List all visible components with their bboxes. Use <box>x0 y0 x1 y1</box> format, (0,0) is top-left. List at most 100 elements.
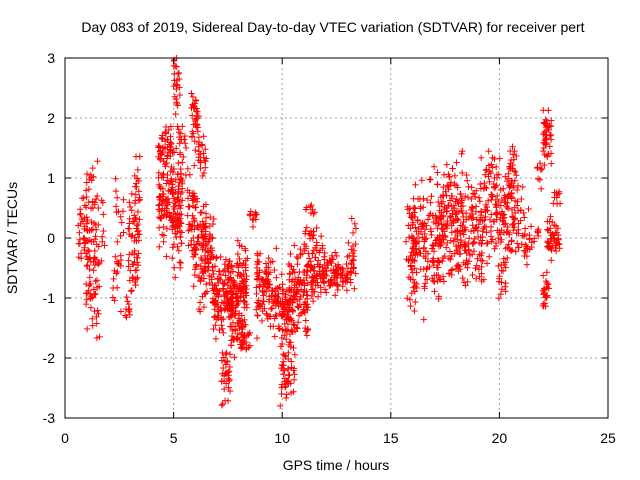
data-point <box>343 270 351 277</box>
data-point <box>270 300 278 307</box>
data-point <box>228 312 235 320</box>
data-point <box>160 170 167 178</box>
data-point <box>287 339 294 346</box>
tick-labels: 0 5 10 15 20 25 -3 -2 -1 0 1 2 3 <box>43 50 616 446</box>
data-point <box>459 202 467 210</box>
data-point <box>440 213 447 221</box>
data-point <box>445 254 453 262</box>
data-point <box>476 251 483 258</box>
data-point <box>94 307 101 314</box>
data-point <box>459 274 466 282</box>
data-point <box>453 210 460 218</box>
data-point <box>156 155 164 162</box>
data-point <box>294 303 301 310</box>
data-point <box>210 325 217 333</box>
data-point <box>228 263 235 270</box>
data-point <box>112 187 120 195</box>
data-point <box>541 151 548 159</box>
data-point <box>218 402 226 409</box>
data-point <box>163 225 171 233</box>
data-point <box>294 260 301 268</box>
data-point <box>424 216 432 223</box>
data-point <box>477 252 485 259</box>
data-point <box>323 289 330 296</box>
data-point <box>513 172 520 179</box>
data-point <box>98 257 105 265</box>
data-point <box>236 282 243 290</box>
data-point <box>491 174 498 182</box>
data-point <box>218 322 225 329</box>
data-point <box>222 272 229 279</box>
data-point <box>473 216 480 223</box>
data-point <box>169 244 176 251</box>
data-point <box>159 231 166 238</box>
data-point <box>507 156 515 164</box>
data-point <box>226 314 234 321</box>
data-point <box>428 231 435 239</box>
data-point <box>538 165 546 173</box>
data-point <box>264 284 271 291</box>
data-point <box>260 292 267 299</box>
data-point <box>511 215 519 222</box>
data-point <box>230 336 238 343</box>
data-point <box>307 209 315 217</box>
data-point <box>471 193 479 201</box>
data-point <box>228 299 235 307</box>
data-point <box>429 259 437 266</box>
data-point <box>191 137 198 145</box>
data-point <box>331 292 339 299</box>
data-point <box>266 269 274 276</box>
data-point <box>408 256 416 264</box>
data-point <box>98 197 105 204</box>
data-point <box>134 166 142 174</box>
data-point <box>409 269 416 276</box>
data-point <box>202 256 209 263</box>
data-point <box>290 376 298 383</box>
data-point <box>173 85 180 93</box>
x-tick-label: 25 <box>600 430 616 446</box>
data-point <box>290 388 297 395</box>
data-point <box>171 205 178 213</box>
data-point <box>442 244 450 251</box>
data-point <box>484 197 492 205</box>
data-point <box>126 199 133 206</box>
data-point <box>270 323 277 330</box>
data-point <box>344 271 352 279</box>
data-point <box>426 212 433 219</box>
data-point <box>89 315 96 322</box>
data-point <box>352 270 359 277</box>
data-point <box>93 192 101 200</box>
data-point <box>211 306 218 313</box>
data-point <box>162 123 170 131</box>
data-point <box>117 252 124 259</box>
data-point <box>188 133 196 141</box>
data-point <box>95 261 102 268</box>
data-point <box>426 176 433 183</box>
data-point <box>95 243 102 250</box>
data-point <box>221 397 229 404</box>
data-point <box>481 179 488 187</box>
data-point <box>546 131 554 139</box>
data-point <box>344 265 352 272</box>
data-point <box>282 353 289 360</box>
data-point <box>471 190 478 198</box>
data-point <box>294 319 302 326</box>
data-point <box>327 258 334 265</box>
data-point <box>339 272 346 280</box>
data-point <box>181 132 189 140</box>
data-point <box>242 264 249 271</box>
data-point <box>167 133 174 140</box>
data-point <box>435 257 443 264</box>
data-point <box>488 161 495 168</box>
data-point <box>448 266 456 273</box>
data-point <box>241 284 249 291</box>
data-point <box>321 286 329 293</box>
data-point <box>254 258 261 265</box>
data-point <box>540 291 547 298</box>
data-point <box>314 282 322 289</box>
data-point <box>84 237 91 245</box>
data-point <box>311 209 318 216</box>
data-point <box>197 262 204 270</box>
data-point <box>521 214 528 221</box>
data-point <box>91 247 99 255</box>
